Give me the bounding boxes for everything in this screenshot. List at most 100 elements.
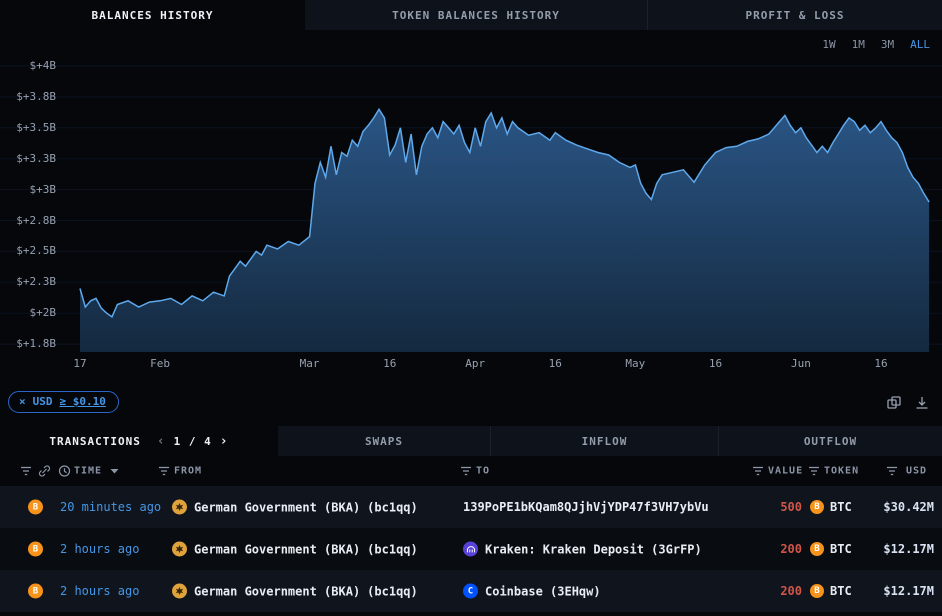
y-axis-label: $+3.3B [0,152,56,165]
bitcoin-chain-icon: B [28,584,43,599]
x-axis-label: Apr [465,357,485,370]
tx-time[interactable]: 2 hours ago [60,584,139,598]
filter-icon[interactable] [752,466,764,477]
chart-export-actions [886,395,930,411]
range-1w[interactable]: 1W [822,38,835,51]
transactions-pager: ‹ 1 / 4 › [157,434,229,449]
tx-from-address[interactable]: (bc1qq) [367,500,418,514]
tx-usd-value: $30.42M [883,500,934,514]
filter-condition-value[interactable]: ≥ $0.10 [60,395,106,408]
y-axis-label: $+3.5B [0,121,56,134]
clock-icon [58,465,71,478]
tx-time[interactable]: 2 hours ago [60,542,139,556]
table-row[interactable]: B 2 hours ago German Government (BKA) (b… [0,570,942,612]
tx-token[interactable]: B BTC [810,542,852,556]
filter-toolbar: × USD ≥ $0.10 [0,380,942,426]
y-axis-label: $+2.3B [0,275,56,288]
usd-filter-chip[interactable]: × USD ≥ $0.10 [8,391,119,413]
tab-inflow[interactable]: INFLOW [490,426,718,456]
bitcoin-token-icon: B [810,584,824,598]
filter-icon[interactable] [808,466,820,477]
page-indicator: 1 / 4 [174,435,212,448]
arkham-balances-dashboard: { "colors": { "accent_blue": "#4596e6", … [0,0,942,616]
filter-icon[interactable] [158,466,170,477]
tab-profit-loss[interactable]: PROFIT & LOSS [647,0,942,30]
x-axis-label: Jun [791,357,811,370]
tx-to-entity[interactable]: Coinbase (3EHqw) [485,584,601,598]
close-icon[interactable]: × [19,395,26,408]
tx-to-address[interactable]: 139PoPE1bKQam8QJjhVjYDP47f3VH7ybVu [463,500,709,514]
tx-from-entity[interactable]: German Government (BKA) [194,542,360,556]
coinbase-icon: C [463,584,478,599]
x-axis-label: 16 [383,357,396,370]
range-all[interactable]: ALL [910,38,930,51]
time-range-selector: 1W 1M 3M ALL [822,38,930,51]
tx-value: 500 [780,500,802,514]
column-header-from[interactable]: FROM [174,466,202,477]
bitcoin-token-icon: B [810,542,824,556]
table-row[interactable]: B 2 hours ago German Government (BKA) (b… [0,528,942,570]
tx-from-address[interactable]: (bc1qq) [367,542,418,556]
y-axis-label: $+2B [0,306,56,319]
filter-icon[interactable] [886,466,898,477]
tx-token[interactable]: B BTC [810,584,852,598]
kraken-icon [463,542,478,557]
next-page-icon[interactable]: › [220,434,229,449]
token-symbol: BTC [830,542,852,556]
tx-from-address[interactable]: (bc1qq) [367,584,418,598]
prev-page-icon[interactable]: ‹ [157,434,166,449]
tx-usd-value: $12.17M [883,542,934,556]
tx-token[interactable]: B BTC [810,500,852,514]
x-axis-label: 17 [73,357,86,370]
download-icon[interactable] [914,395,930,411]
range-3m[interactable]: 3M [881,38,894,51]
bitcoin-chain-icon: B [28,542,43,557]
tab-balances-history[interactable]: BALANCES HISTORY [0,0,305,30]
x-axis-label: 16 [874,357,887,370]
tx-from-entity[interactable]: German Government (BKA) [194,584,360,598]
tx-to[interactable]: Kraken: Kraken Deposit (3GrFP) [463,542,702,557]
chart-tab-strip: BALANCES HISTORY TOKEN BALANCES HISTORY … [0,0,942,30]
german-government-icon [172,584,187,599]
tab-outflow[interactable]: OUTFLOW [718,426,942,456]
column-header-value[interactable]: VALUE [768,466,803,477]
column-header-usd[interactable]: USD [906,466,927,477]
tx-to[interactable]: C Coinbase (3EHqw) [463,584,601,599]
german-government-icon [172,542,187,557]
copy-chart-icon[interactable] [886,395,902,411]
filter-icon[interactable] [20,466,32,477]
x-axis-label: 16 [549,357,562,370]
tx-to-entity[interactable]: Kraken: Kraken Deposit (3GrFP) [485,542,702,556]
tab-swaps[interactable]: SWAPS [278,426,490,456]
balances-history-chart-panel: 1W 1M 3M ALL $+4B$+3.8B$+3.5B$+3.3B$+3B$… [0,30,942,380]
y-axis-label: $+2.8B [0,214,56,227]
column-header-token[interactable]: TOKEN [824,466,859,477]
x-axis-label: Feb [150,357,170,370]
chart-area-fill [80,109,929,352]
y-axis-label: $+3.8B [0,90,56,103]
column-header-time[interactable]: TIME [74,466,102,477]
tab-transactions[interactable]: TRANSACTIONS ‹ 1 / 4 › [0,426,278,456]
token-symbol: BTC [830,500,852,514]
tx-time[interactable]: 20 minutes ago [60,500,161,514]
caret-down-icon[interactable] [110,468,119,474]
tab-token-balances-history[interactable]: TOKEN BALANCES HISTORY [305,0,647,30]
tx-from[interactable]: German Government (BKA) (bc1qq) [172,542,418,557]
tx-value: 200 [780,542,802,556]
balances-area-chart[interactable] [0,30,942,380]
tx-from[interactable]: German Government (BKA) (bc1qq) [172,500,418,515]
filter-icon[interactable] [460,466,472,477]
tx-from-entity[interactable]: German Government (BKA) [194,500,360,514]
range-1m[interactable]: 1M [852,38,865,51]
x-axis-label: 16 [709,357,722,370]
table-row[interactable]: B 20 minutes ago German Government (BKA)… [0,486,942,528]
tx-to[interactable]: 139PoPE1bKQam8QJjhVjYDP47f3VH7ybVu [463,500,709,514]
bitcoin-token-icon: B [810,500,824,514]
y-axis-label: $+4B [0,59,56,72]
y-axis-label: $+2.5B [0,244,56,257]
link-icon[interactable] [38,465,51,478]
tx-from[interactable]: German Government (BKA) (bc1qq) [172,584,418,599]
tx-usd-value: $12.17M [883,584,934,598]
bitcoin-chain-icon: B [28,500,43,515]
column-header-to[interactable]: TO [476,466,490,477]
